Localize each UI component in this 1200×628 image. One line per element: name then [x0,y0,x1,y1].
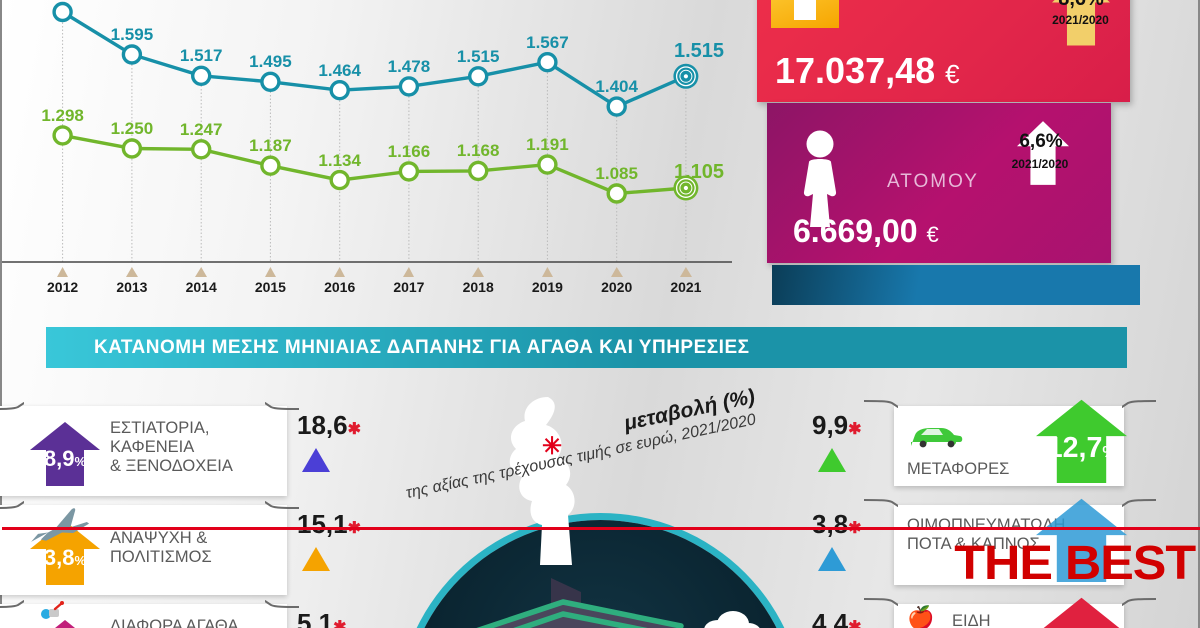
svg-text:1.105: 1.105 [674,161,724,183]
svg-text:2012: 2012 [47,279,78,295]
svg-text:1.595: 1.595 [111,25,154,44]
svg-text:1.168: 1.168 [457,141,500,160]
svg-text:1.191: 1.191 [526,135,569,154]
svg-text:2018: 2018 [463,279,494,295]
svg-text:1.515: 1.515 [674,40,724,62]
svg-text:1.495: 1.495 [249,52,292,71]
svg-text:1.478: 1.478 [388,57,431,76]
svg-text:2015: 2015 [255,279,286,295]
svg-text:1.567: 1.567 [526,33,569,52]
svg-text:1.464: 1.464 [318,61,361,80]
svg-text:1.134: 1.134 [318,151,361,170]
svg-text:1.085: 1.085 [595,164,638,183]
svg-text:2016: 2016 [324,279,355,295]
svg-text:1.250: 1.250 [111,119,154,138]
svg-text:2014: 2014 [186,279,217,295]
svg-text:2019: 2019 [532,279,563,295]
svg-text:2017: 2017 [393,279,424,295]
svg-text:1.247: 1.247 [180,120,223,139]
svg-text:1.187: 1.187 [249,136,292,155]
svg-text:1.166: 1.166 [388,142,431,161]
svg-text:2020: 2020 [601,279,632,295]
svg-text:1.404: 1.404 [595,77,638,96]
svg-text:1.298: 1.298 [41,106,84,125]
svg-text:1.515: 1.515 [457,47,500,66]
svg-text:1.517: 1.517 [180,46,223,65]
svg-text:2021: 2021 [670,279,701,295]
svg-text:2013: 2013 [116,279,147,295]
